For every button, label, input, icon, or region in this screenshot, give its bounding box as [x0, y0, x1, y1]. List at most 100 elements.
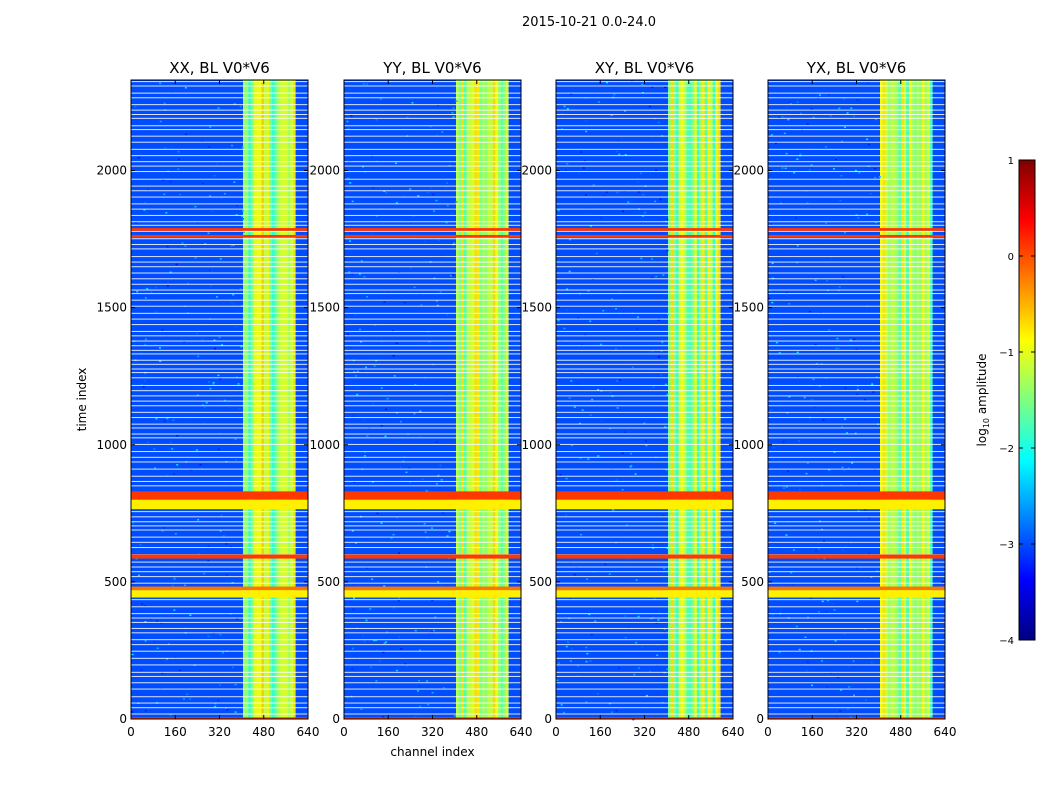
noise-speckle — [209, 387, 212, 390]
noise-speckle — [360, 708, 363, 711]
noise-speckle — [169, 441, 172, 444]
time-gap-line — [556, 109, 733, 111]
time-gap-line — [344, 85, 521, 87]
figure-suptitle: 2015-10-21 0.0-24.0 — [522, 15, 656, 30]
noise-speckle — [169, 239, 172, 241]
noise-speckle — [847, 708, 850, 710]
flagged-time-band — [344, 554, 521, 559]
noise-speckle — [828, 329, 831, 331]
noise-speckle — [871, 383, 874, 385]
noise-speckle — [225, 574, 228, 576]
time-gap-line — [344, 639, 521, 641]
time-gap-line — [131, 675, 308, 677]
noise-speckle — [144, 640, 147, 642]
time-gap-line — [344, 675, 521, 677]
time-gap-line — [131, 682, 308, 684]
time-gap-line — [556, 224, 733, 226]
noise-speckle — [419, 705, 422, 708]
noise-speckle — [630, 452, 633, 455]
time-gap-line — [768, 349, 945, 351]
noise-speckle — [144, 338, 147, 341]
flagged-time-band — [131, 491, 308, 500]
noise-speckle — [663, 268, 666, 270]
time-gap-line — [556, 707, 733, 709]
noise-speckle — [240, 215, 243, 218]
noise-speckle — [164, 660, 167, 663]
time-gap-line — [344, 359, 521, 361]
channel-stripe — [927, 80, 930, 719]
channel-stripe — [717, 80, 721, 719]
noise-speckle — [774, 142, 777, 144]
noise-speckle — [666, 547, 669, 549]
noise-speckle — [398, 597, 401, 600]
time-gap-line — [344, 621, 521, 623]
time-gap-line — [556, 443, 733, 445]
noise-speckle — [197, 355, 200, 358]
time-gap-line — [768, 368, 945, 370]
noise-speckle — [398, 552, 401, 554]
noise-speckle — [643, 422, 646, 425]
time-gap-line — [131, 536, 308, 538]
noise-speckle — [847, 665, 850, 668]
noise-speckle — [205, 146, 208, 149]
noise-speckle — [413, 118, 416, 121]
noise-speckle — [638, 667, 641, 669]
noise-speckle — [172, 419, 175, 421]
noise-speckle — [380, 340, 383, 343]
noise-speckle — [635, 641, 638, 644]
time-gap-line — [556, 411, 733, 413]
noise-speckle — [840, 174, 843, 177]
time-gap-line — [556, 330, 733, 332]
noise-speckle — [365, 366, 368, 369]
noise-speckle — [565, 169, 568, 171]
x-tick-label: 320 — [845, 725, 868, 739]
time-gap-line — [768, 582, 945, 584]
noise-speckle — [356, 370, 359, 373]
time-gap-line — [131, 359, 308, 361]
noise-speckle — [857, 482, 860, 485]
time-gap-line — [344, 384, 521, 386]
noise-speckle — [354, 314, 357, 317]
noise-speckle — [868, 516, 871, 519]
time-gap-line — [556, 377, 733, 379]
noise-speckle — [803, 396, 806, 399]
time-gap-line — [556, 627, 733, 629]
time-gap-line — [131, 411, 308, 413]
noise-speckle — [347, 127, 350, 130]
time-gap-line — [768, 547, 945, 549]
time-gap-line — [131, 117, 308, 119]
time-gap-line — [344, 411, 521, 413]
noise-speckle — [437, 581, 440, 583]
noise-speckle — [799, 112, 802, 115]
noise-speckle — [166, 285, 169, 287]
noise-speckle — [395, 162, 398, 165]
noise-speckle — [445, 221, 448, 224]
time-gap-line — [344, 324, 521, 326]
channel-stripe — [702, 80, 705, 719]
noise-speckle — [597, 455, 600, 457]
noise-speckle — [642, 193, 645, 196]
time-gap-line — [556, 632, 733, 634]
time-gap-line — [131, 125, 308, 127]
time-gap-line — [768, 161, 945, 163]
time-gap-line — [556, 289, 733, 291]
noise-speckle — [385, 192, 388, 194]
flagged-time-band — [556, 499, 733, 510]
noise-speckle — [361, 369, 364, 372]
channel-stripe — [696, 80, 700, 719]
time-gap-line — [131, 571, 308, 573]
noise-speckle — [383, 301, 386, 303]
time-gap-line — [344, 682, 521, 684]
noise-speckle — [821, 600, 824, 603]
noise-speckle — [358, 273, 361, 276]
noise-speckle — [788, 303, 791, 305]
time-gap-line — [344, 363, 521, 365]
noise-speckle — [220, 196, 223, 199]
noise-speckle — [352, 647, 355, 650]
noise-speckle — [183, 340, 186, 343]
noise-speckle — [209, 269, 212, 272]
noise-speckle — [865, 136, 868, 138]
noise-speckle — [417, 690, 420, 692]
noise-speckle — [864, 509, 867, 511]
channel-stripe — [461, 80, 464, 719]
